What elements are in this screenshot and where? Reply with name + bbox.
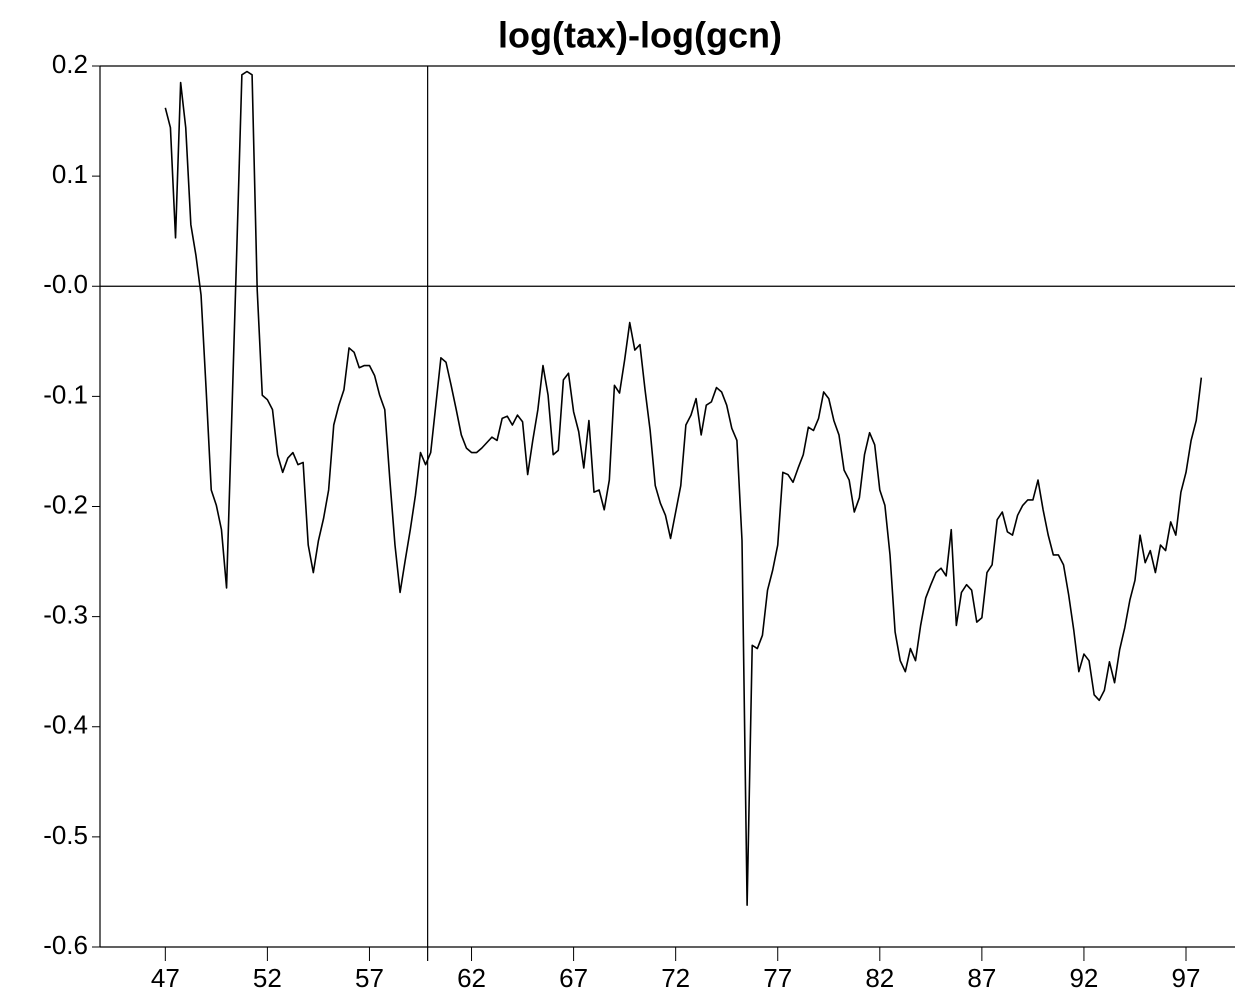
x-tick-label: 87 — [967, 963, 996, 993]
y-tick-label: -0.5 — [43, 820, 88, 850]
x-tick-label: 72 — [661, 963, 690, 993]
x-tick-label: 82 — [865, 963, 894, 993]
y-tick-label: 0.2 — [52, 49, 88, 79]
x-tick-label: 52 — [253, 963, 282, 993]
chart-title: log(tax)-log(gcn) — [498, 15, 782, 56]
x-tick-label: 62 — [457, 963, 486, 993]
y-tick-label: -0.4 — [43, 710, 88, 740]
y-tick-label: 0.1 — [52, 159, 88, 189]
y-tick-label: -0.0 — [43, 269, 88, 299]
data-line — [164, 70, 1203, 906]
x-tick-label: 47 — [151, 963, 180, 993]
y-tick-label: -0.1 — [43, 379, 88, 409]
y-tick-label: -0.6 — [43, 930, 88, 960]
x-tick-label: 67 — [559, 963, 588, 993]
x-tick-label: 92 — [1069, 963, 1098, 993]
x-tick-label: 77 — [763, 963, 792, 993]
y-tick-label: -0.3 — [43, 600, 88, 630]
y-tick-label: -0.2 — [43, 489, 88, 519]
x-tick-label: 97 — [1172, 963, 1201, 993]
x-tick-label: 57 — [355, 963, 384, 993]
